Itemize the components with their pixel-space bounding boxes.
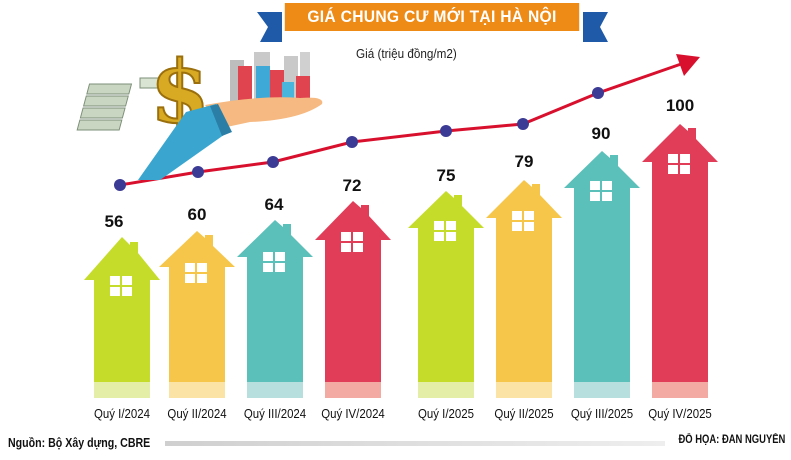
- house-bar-q3-2025: [564, 151, 640, 398]
- house-bar-q1-2025: [408, 191, 484, 398]
- x-tick-label: Quý I/2025: [418, 406, 474, 421]
- footer-divider: [165, 441, 665, 446]
- title-ribbon: [257, 12, 608, 42]
- value-label: 90: [591, 124, 611, 143]
- x-tick-label: Quý III/2025: [570, 406, 634, 421]
- hand-icon: [138, 97, 323, 180]
- house-bar-q1-2024: [84, 237, 160, 398]
- trend-arrow-icon: [676, 54, 700, 76]
- house-bar-q3-2024: [237, 220, 313, 398]
- graphic-credit: ĐỒ HỌA: ĐAN NGUYỄN: [678, 434, 785, 446]
- value-label: 100: [665, 96, 695, 115]
- house-bar-q2-2024: [159, 231, 235, 398]
- y-axis-label: Giá (triệu đồng/m2): [356, 46, 457, 61]
- value-label: 75: [436, 166, 456, 185]
- money-stack-icon: [76, 77, 171, 131]
- buildings-icon: [230, 52, 310, 106]
- value-label: 60: [187, 205, 207, 224]
- house-bar-q2-2025: [486, 180, 562, 398]
- value-label: 64: [264, 195, 284, 214]
- illustration: $: [76, 41, 323, 180]
- value-label: 72: [342, 176, 362, 195]
- x-tick-label: Quý IV/2024: [321, 406, 385, 421]
- x-tick-label: Quý III/2024: [243, 406, 307, 421]
- house-bar-q4-2024: [315, 201, 391, 398]
- x-tick-label: Quý II/2024: [167, 406, 227, 421]
- source-note: Nguồn: Bộ Xây dựng, CBRE: [8, 436, 151, 450]
- trend-line: [114, 54, 700, 191]
- value-label: 79: [514, 152, 534, 171]
- x-tick-label: Quý II/2025: [494, 406, 554, 421]
- value-label: 56: [104, 212, 124, 231]
- chart-title: GIÁ CHUNG CƯ MỚI TẠI HÀ NỘI: [284, 3, 580, 31]
- x-tick-label: Quý I/2024: [94, 406, 150, 421]
- house-bar-q4-2025: [642, 124, 718, 398]
- x-tick-label: Quý IV/2025: [648, 406, 712, 421]
